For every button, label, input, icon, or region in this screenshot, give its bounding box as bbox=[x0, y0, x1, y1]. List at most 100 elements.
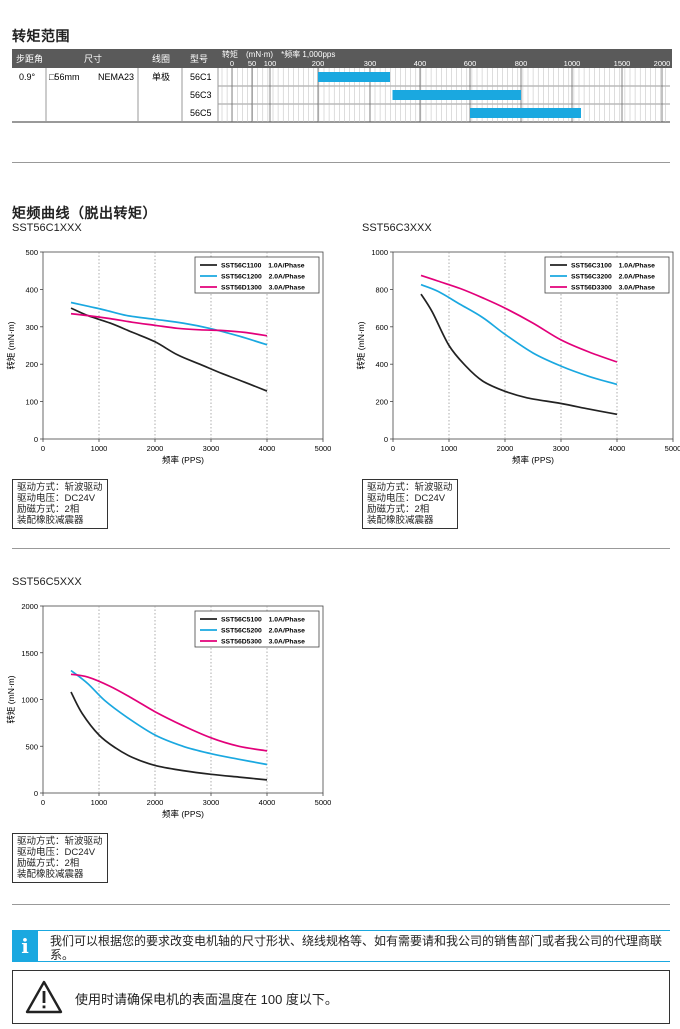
legend-entry: SST56C3100 1.0A/Phase bbox=[571, 263, 655, 270]
x-tick-label: 4000 bbox=[259, 798, 276, 807]
info-text: 我们可以根据您的要求改变电机轴的尺寸形状、绕线规格等、如有需要请和我公司的销售部… bbox=[50, 934, 663, 962]
info-banner: i 我们可以根据您的要求改变电机轴的尺寸形状、绕线规格等、如有需要请和我公司的销… bbox=[12, 930, 670, 962]
y-tick-label: 500 bbox=[25, 248, 38, 257]
warning-box: 使用时请确保电机的表面温度在 100 度以下。 bbox=[12, 970, 670, 1024]
section-divider-2 bbox=[12, 548, 670, 549]
x-tick-label: 0 bbox=[41, 798, 45, 807]
y-tick-label: 300 bbox=[25, 323, 38, 332]
series-line bbox=[70, 301, 268, 346]
series-line bbox=[420, 293, 618, 416]
torque-scale-label: 600 bbox=[464, 59, 477, 68]
y-tick-label: 0 bbox=[34, 435, 38, 444]
torque-range-title: 转矩范围 bbox=[12, 28, 70, 44]
y-tick-label: 1000 bbox=[371, 248, 388, 257]
y-axis-label: 转矩 (mN·m) bbox=[6, 675, 16, 723]
torque-range-bar bbox=[392, 90, 521, 100]
y-tick-label: 0 bbox=[384, 435, 388, 444]
series-line bbox=[70, 669, 268, 766]
row-coil: 单极 bbox=[152, 71, 170, 82]
torque-scale-label: 300 bbox=[364, 59, 377, 68]
torque-scale-label: 0 bbox=[230, 59, 234, 68]
model-label: 56C1 bbox=[190, 72, 212, 82]
x-tick-label: 0 bbox=[41, 444, 45, 453]
series-line bbox=[70, 312, 268, 337]
info-icon: i bbox=[12, 931, 38, 961]
model-label: 56C5 bbox=[190, 108, 212, 118]
series-line bbox=[70, 673, 268, 752]
y-axis-label: 转矩 (mN·m) bbox=[356, 321, 366, 369]
legend-entry: SST56D1300 3.0A/Phase bbox=[221, 285, 305, 292]
x-tick-label: 5000 bbox=[315, 444, 332, 453]
header-coil: 线圈 bbox=[152, 53, 170, 64]
y-axis-label: 转矩 (mN·m) bbox=[6, 321, 16, 369]
model-label: 56C3 bbox=[190, 90, 212, 100]
x-tick-label: 3000 bbox=[203, 444, 220, 453]
y-tick-label: 1000 bbox=[21, 696, 38, 705]
y-tick-label: 400 bbox=[375, 360, 388, 369]
y-tick-label: 0 bbox=[34, 789, 38, 798]
section-divider-3 bbox=[12, 904, 670, 905]
x-tick-label: 3000 bbox=[203, 798, 220, 807]
chart3-title: SST56C5XXX bbox=[12, 576, 82, 588]
series-line bbox=[420, 283, 618, 386]
x-tick-label: 1000 bbox=[441, 444, 458, 453]
chart-sst56c1: 0 1000 2000 3000 4000 5000 0 100 200 300 400 500 频率 … bbox=[6, 248, 332, 465]
notes-box-3: 驱动方式：斩波驱动 驱动电压：DC24V 励磁方式：2相 装配橡胶减震器 bbox=[12, 833, 108, 883]
legend-entry: SST56D3300 3.0A/Phase bbox=[571, 285, 655, 292]
legend-entry: SST56D5300 3.0A/Phase bbox=[221, 639, 305, 646]
torque-scale-label: 400 bbox=[414, 59, 427, 68]
x-tick-label: 5000 bbox=[665, 444, 680, 453]
series-line bbox=[420, 274, 618, 363]
chart-sst56c3: 0 1000 2000 3000 4000 5000 0 200 400 600 800 1000 频率… bbox=[356, 248, 680, 465]
torque-scale-label: 2000 bbox=[654, 59, 671, 68]
legend-entry: SST56C5200 2.0A/Phase bbox=[221, 628, 305, 635]
series-line bbox=[70, 307, 268, 392]
y-tick-label: 100 bbox=[25, 398, 38, 407]
chart2-title: SST56C3XXX bbox=[362, 222, 432, 234]
notes-box-1: 驱动方式：斩波驱动 驱动电压：DC24V 励磁方式：2相 装配橡胶减震器 bbox=[12, 479, 108, 529]
legend-entry: SST56C1200 2.0A/Phase bbox=[221, 274, 305, 281]
chart-sst56c5: 0 1000 2000 3000 4000 5000 0 500 1000 1500 2000 频率 … bbox=[6, 602, 332, 819]
note-drive: 驱动方式：斩波驱动 bbox=[367, 482, 453, 493]
x-tick-label: 0 bbox=[391, 444, 395, 453]
x-tick-label: 2000 bbox=[147, 444, 164, 453]
note-drive: 驱动方式：斩波驱动 bbox=[17, 836, 103, 847]
legend-entry: SST56C5100 1.0A/Phase bbox=[221, 617, 305, 624]
section-divider-1 bbox=[12, 162, 670, 163]
note-voltage: 驱动电压：DC24V bbox=[367, 493, 446, 504]
torque-range-bar bbox=[318, 72, 390, 82]
torque-scale-label: 1000 bbox=[564, 59, 581, 68]
header-size: 尺寸 bbox=[84, 53, 102, 64]
torque-scale-label: 100 bbox=[264, 59, 277, 68]
warning-text: 使用时请确保电机的表面温度在 100 度以下。 bbox=[75, 992, 338, 1007]
x-tick-label: 4000 bbox=[609, 444, 626, 453]
legend-entry: SST56C3200 2.0A/Phase bbox=[571, 274, 655, 281]
header-torque: 转矩 (mN·m) *频率 1,000pps bbox=[222, 49, 335, 59]
x-tick-label: 4000 bbox=[259, 444, 276, 453]
torque-scale-label: 200 bbox=[312, 59, 325, 68]
legend-entry: SST56C1100 1.0A/Phase bbox=[221, 263, 305, 270]
y-tick-label: 800 bbox=[375, 285, 388, 294]
row-step-angle: 0.9° bbox=[19, 72, 36, 82]
x-tick-label: 1000 bbox=[91, 798, 108, 807]
x-tick-label: 5000 bbox=[315, 798, 332, 807]
x-axis-label: 频率 (PPS) bbox=[162, 455, 204, 465]
torque-scale-label: 1500 bbox=[614, 59, 631, 68]
row-frame: NEMA23 bbox=[98, 72, 134, 82]
x-tick-label: 3000 bbox=[553, 444, 570, 453]
note-excitation: 励磁方式：2相 bbox=[367, 504, 430, 515]
note-excitation: 励磁方式：2相 bbox=[17, 504, 80, 515]
curves-title: 矩频曲线（脱出转矩） bbox=[12, 205, 157, 221]
x-axis-label: 频率 (PPS) bbox=[512, 455, 554, 465]
y-tick-label: 600 bbox=[375, 323, 388, 332]
y-tick-label: 200 bbox=[25, 360, 38, 369]
warning-triangle-icon bbox=[25, 980, 63, 1014]
row-size: □56mm bbox=[49, 72, 79, 82]
torque-scale-label: 50 bbox=[248, 59, 256, 68]
y-tick-label: 2000 bbox=[21, 602, 38, 611]
note-damper: 装配橡胶减震器 bbox=[17, 869, 84, 880]
x-tick-label: 2000 bbox=[497, 444, 514, 453]
header-model: 型号 bbox=[190, 54, 208, 64]
y-tick-label: 400 bbox=[25, 285, 38, 294]
note-voltage: 驱动电压：DC24V bbox=[17, 493, 96, 504]
